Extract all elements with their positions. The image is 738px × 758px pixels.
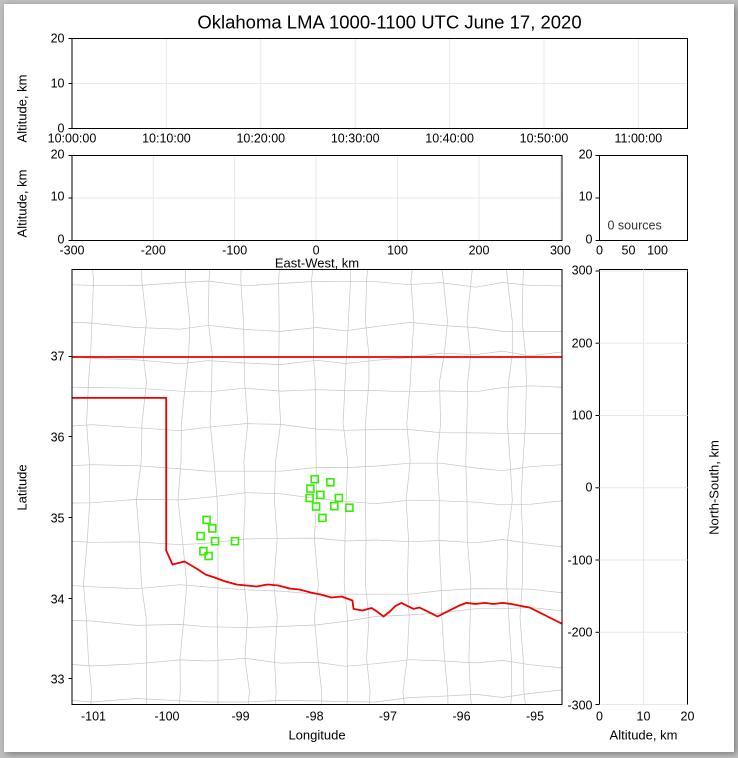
- svg-text:Altitude, km: Altitude, km: [15, 170, 30, 238]
- svg-text:10: 10: [51, 190, 65, 204]
- svg-text:East-West, km: East-West, km: [275, 256, 359, 271]
- svg-text:-200: -200: [141, 244, 166, 258]
- svg-text:100: 100: [387, 244, 408, 258]
- svg-text:-97: -97: [379, 710, 397, 724]
- svg-text:100: 100: [572, 409, 593, 423]
- svg-text:0: 0: [586, 233, 593, 247]
- svg-text:10:40:00: 10:40:00: [425, 132, 474, 146]
- svg-text:-101: -101: [81, 710, 106, 724]
- svg-text:36: 36: [51, 431, 65, 445]
- svg-text:-100: -100: [222, 244, 247, 258]
- svg-text:10: 10: [51, 77, 65, 91]
- svg-text:200: 200: [469, 244, 490, 258]
- svg-text:20: 20: [579, 148, 593, 162]
- svg-text:0: 0: [586, 481, 593, 495]
- svg-text:35: 35: [51, 512, 65, 526]
- svg-text:-300: -300: [59, 244, 84, 258]
- svg-text:100: 100: [647, 244, 668, 258]
- svg-text:300: 300: [550, 244, 571, 258]
- svg-text:Longitude: Longitude: [288, 728, 345, 743]
- svg-text:-300: -300: [567, 699, 592, 713]
- svg-text:0 sources: 0 sources: [608, 219, 662, 233]
- svg-text:300: 300: [572, 264, 593, 278]
- svg-text:50: 50: [622, 244, 636, 258]
- svg-text:37: 37: [51, 350, 65, 364]
- svg-text:20: 20: [681, 710, 695, 724]
- svg-text:0: 0: [596, 244, 603, 258]
- svg-text:200: 200: [572, 337, 593, 351]
- svg-text:0: 0: [596, 710, 603, 724]
- svg-text:Oklahoma LMA 1000-1100 UTC Jun: Oklahoma LMA 1000-1100 UTC June 17, 2020: [197, 12, 581, 33]
- svg-text:20: 20: [51, 32, 65, 46]
- svg-text:Latitude: Latitude: [15, 464, 30, 510]
- svg-text:-100: -100: [567, 554, 592, 568]
- svg-text:-98: -98: [305, 710, 323, 724]
- svg-text:10:30:00: 10:30:00: [331, 132, 380, 146]
- svg-text:20: 20: [51, 148, 65, 162]
- svg-text:34: 34: [51, 593, 65, 607]
- svg-text:-99: -99: [231, 710, 249, 724]
- svg-text:33: 33: [51, 673, 65, 687]
- svg-text:10: 10: [637, 710, 651, 724]
- svg-text:10:50:00: 10:50:00: [520, 132, 569, 146]
- svg-text:-100: -100: [154, 710, 179, 724]
- svg-text:Altitude, km: Altitude, km: [610, 728, 678, 743]
- svg-text:-96: -96: [452, 710, 470, 724]
- svg-text:10:10:00: 10:10:00: [142, 132, 191, 146]
- svg-text:10:20:00: 10:20:00: [236, 132, 285, 146]
- svg-text:-200: -200: [567, 626, 592, 640]
- svg-text:10: 10: [579, 190, 593, 204]
- svg-text:Altitude, km: Altitude, km: [15, 75, 30, 143]
- svg-text:-95: -95: [526, 710, 544, 724]
- svg-text:North-South, km: North-South, km: [707, 440, 722, 535]
- svg-text:10:00:00: 10:00:00: [48, 132, 97, 146]
- svg-text:11:00:00: 11:00:00: [615, 132, 663, 146]
